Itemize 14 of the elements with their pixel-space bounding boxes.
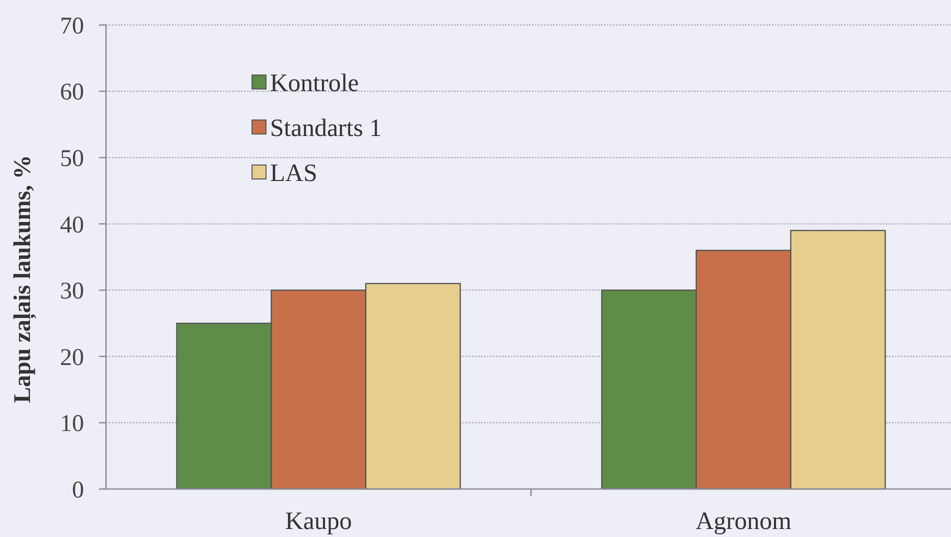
legend-label: LAS: [270, 160, 318, 187]
y-axis-title: Lapu zaļais laukums, %: [10, 154, 37, 404]
y-tick-label: 20: [60, 344, 84, 371]
y-tick-label: 60: [60, 80, 84, 106]
y-tick-label: 10: [60, 411, 84, 438]
x-tick-label: Agronom: [696, 508, 792, 535]
x-tick-label: Kaupo: [285, 508, 352, 535]
y-tick-label: 70: [60, 13, 84, 40]
y-tick-label: 30: [60, 278, 84, 305]
y-tick-label: 40: [60, 212, 84, 238]
y-tick-label: 50: [60, 146, 84, 172]
legend-label: Kontrole: [270, 70, 359, 97]
legend-label: Standarts 1: [270, 114, 382, 142]
y-tick-label: 0: [72, 477, 84, 504]
